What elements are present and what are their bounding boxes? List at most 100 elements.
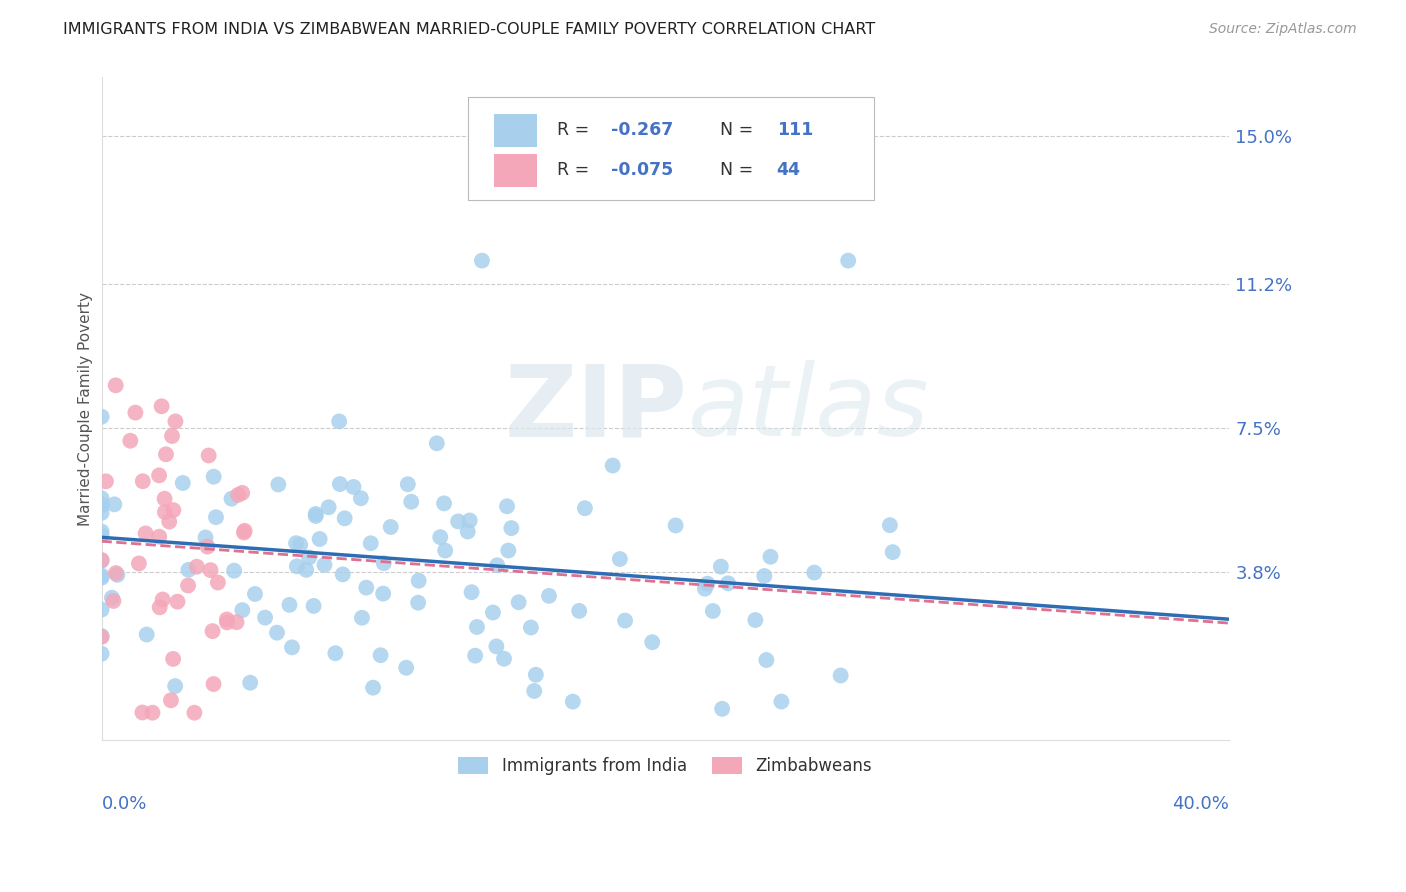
Point: [120, 434, 142, 448]
Text: ZIP: ZIP: [505, 360, 688, 458]
Point: [90, 629, 112, 643]
Point: [202, 677, 225, 691]
Point: [754, 569, 776, 583]
Point: [501, 521, 523, 535]
Point: [157, 515, 180, 529]
Point: [333, 511, 356, 525]
Point: [243, 587, 266, 601]
Point: [225, 615, 247, 630]
Point: [90, 409, 112, 424]
Text: 44: 44: [776, 161, 800, 179]
Point: [90, 553, 112, 567]
Point: [90, 554, 112, 568]
Point: [350, 611, 373, 625]
Point: [574, 501, 596, 516]
Point: [568, 604, 591, 618]
Point: [602, 458, 624, 473]
Point: [759, 549, 782, 564]
Point: [406, 596, 429, 610]
Point: [744, 613, 766, 627]
Point: [464, 648, 486, 663]
Point: [131, 706, 153, 720]
Point: [702, 604, 724, 618]
Point: [94, 475, 117, 489]
Point: [90, 491, 112, 506]
Point: [710, 559, 733, 574]
Point: [350, 491, 373, 506]
Point: [830, 668, 852, 682]
Point: [177, 563, 200, 577]
Point: [325, 646, 347, 660]
Point: [696, 576, 718, 591]
Point: [90, 630, 112, 644]
Point: [90, 524, 112, 539]
Point: [318, 500, 340, 515]
Point: [128, 557, 150, 571]
Point: [135, 526, 157, 541]
Point: [302, 599, 325, 613]
Point: [90, 506, 112, 520]
Point: [221, 491, 243, 506]
Point: [226, 488, 249, 502]
Point: [314, 558, 336, 572]
Point: [693, 582, 716, 596]
Point: [239, 675, 262, 690]
Point: [232, 525, 254, 540]
Point: [395, 661, 418, 675]
Point: [537, 589, 560, 603]
Point: [202, 469, 225, 483]
Point: [717, 576, 740, 591]
Point: [124, 406, 146, 420]
Point: [105, 567, 128, 582]
Point: [329, 477, 352, 491]
FancyBboxPatch shape: [494, 153, 537, 186]
Point: [135, 627, 157, 641]
Point: [90, 568, 112, 582]
Point: [101, 591, 124, 605]
Point: [215, 615, 238, 630]
Point: [201, 624, 224, 639]
Point: [305, 508, 328, 523]
Point: [149, 600, 172, 615]
Point: [498, 543, 520, 558]
Point: [266, 625, 288, 640]
Point: [492, 651, 515, 665]
Point: [172, 475, 194, 490]
Point: [755, 653, 778, 667]
Point: [460, 585, 482, 599]
Text: atlas: atlas: [688, 360, 929, 458]
Point: [132, 475, 155, 489]
Point: [166, 594, 188, 608]
Point: [160, 429, 183, 443]
Point: [370, 648, 392, 663]
Text: 111: 111: [776, 121, 813, 139]
Point: [882, 545, 904, 559]
Point: [523, 684, 546, 698]
Point: [90, 571, 112, 585]
Point: [267, 477, 290, 491]
Legend: Immigrants from India, Zimbabweans: Immigrants from India, Zimbabweans: [451, 750, 879, 781]
Point: [278, 598, 301, 612]
Point: [103, 497, 125, 511]
Point: [103, 594, 125, 608]
Point: [508, 595, 530, 609]
Point: [485, 640, 508, 654]
Point: [155, 447, 177, 461]
Point: [231, 603, 253, 617]
Point: [361, 681, 384, 695]
Point: [207, 575, 229, 590]
Point: [165, 414, 187, 428]
Text: -0.267: -0.267: [612, 121, 673, 139]
Point: [281, 640, 304, 655]
Text: N =: N =: [709, 161, 759, 179]
Point: [150, 399, 173, 413]
Point: [429, 530, 451, 544]
Point: [222, 564, 245, 578]
Point: [342, 480, 364, 494]
Point: [165, 679, 187, 693]
Point: [332, 567, 354, 582]
Point: [465, 620, 488, 634]
Point: [233, 524, 256, 538]
Point: [308, 532, 330, 546]
Point: [194, 531, 217, 545]
